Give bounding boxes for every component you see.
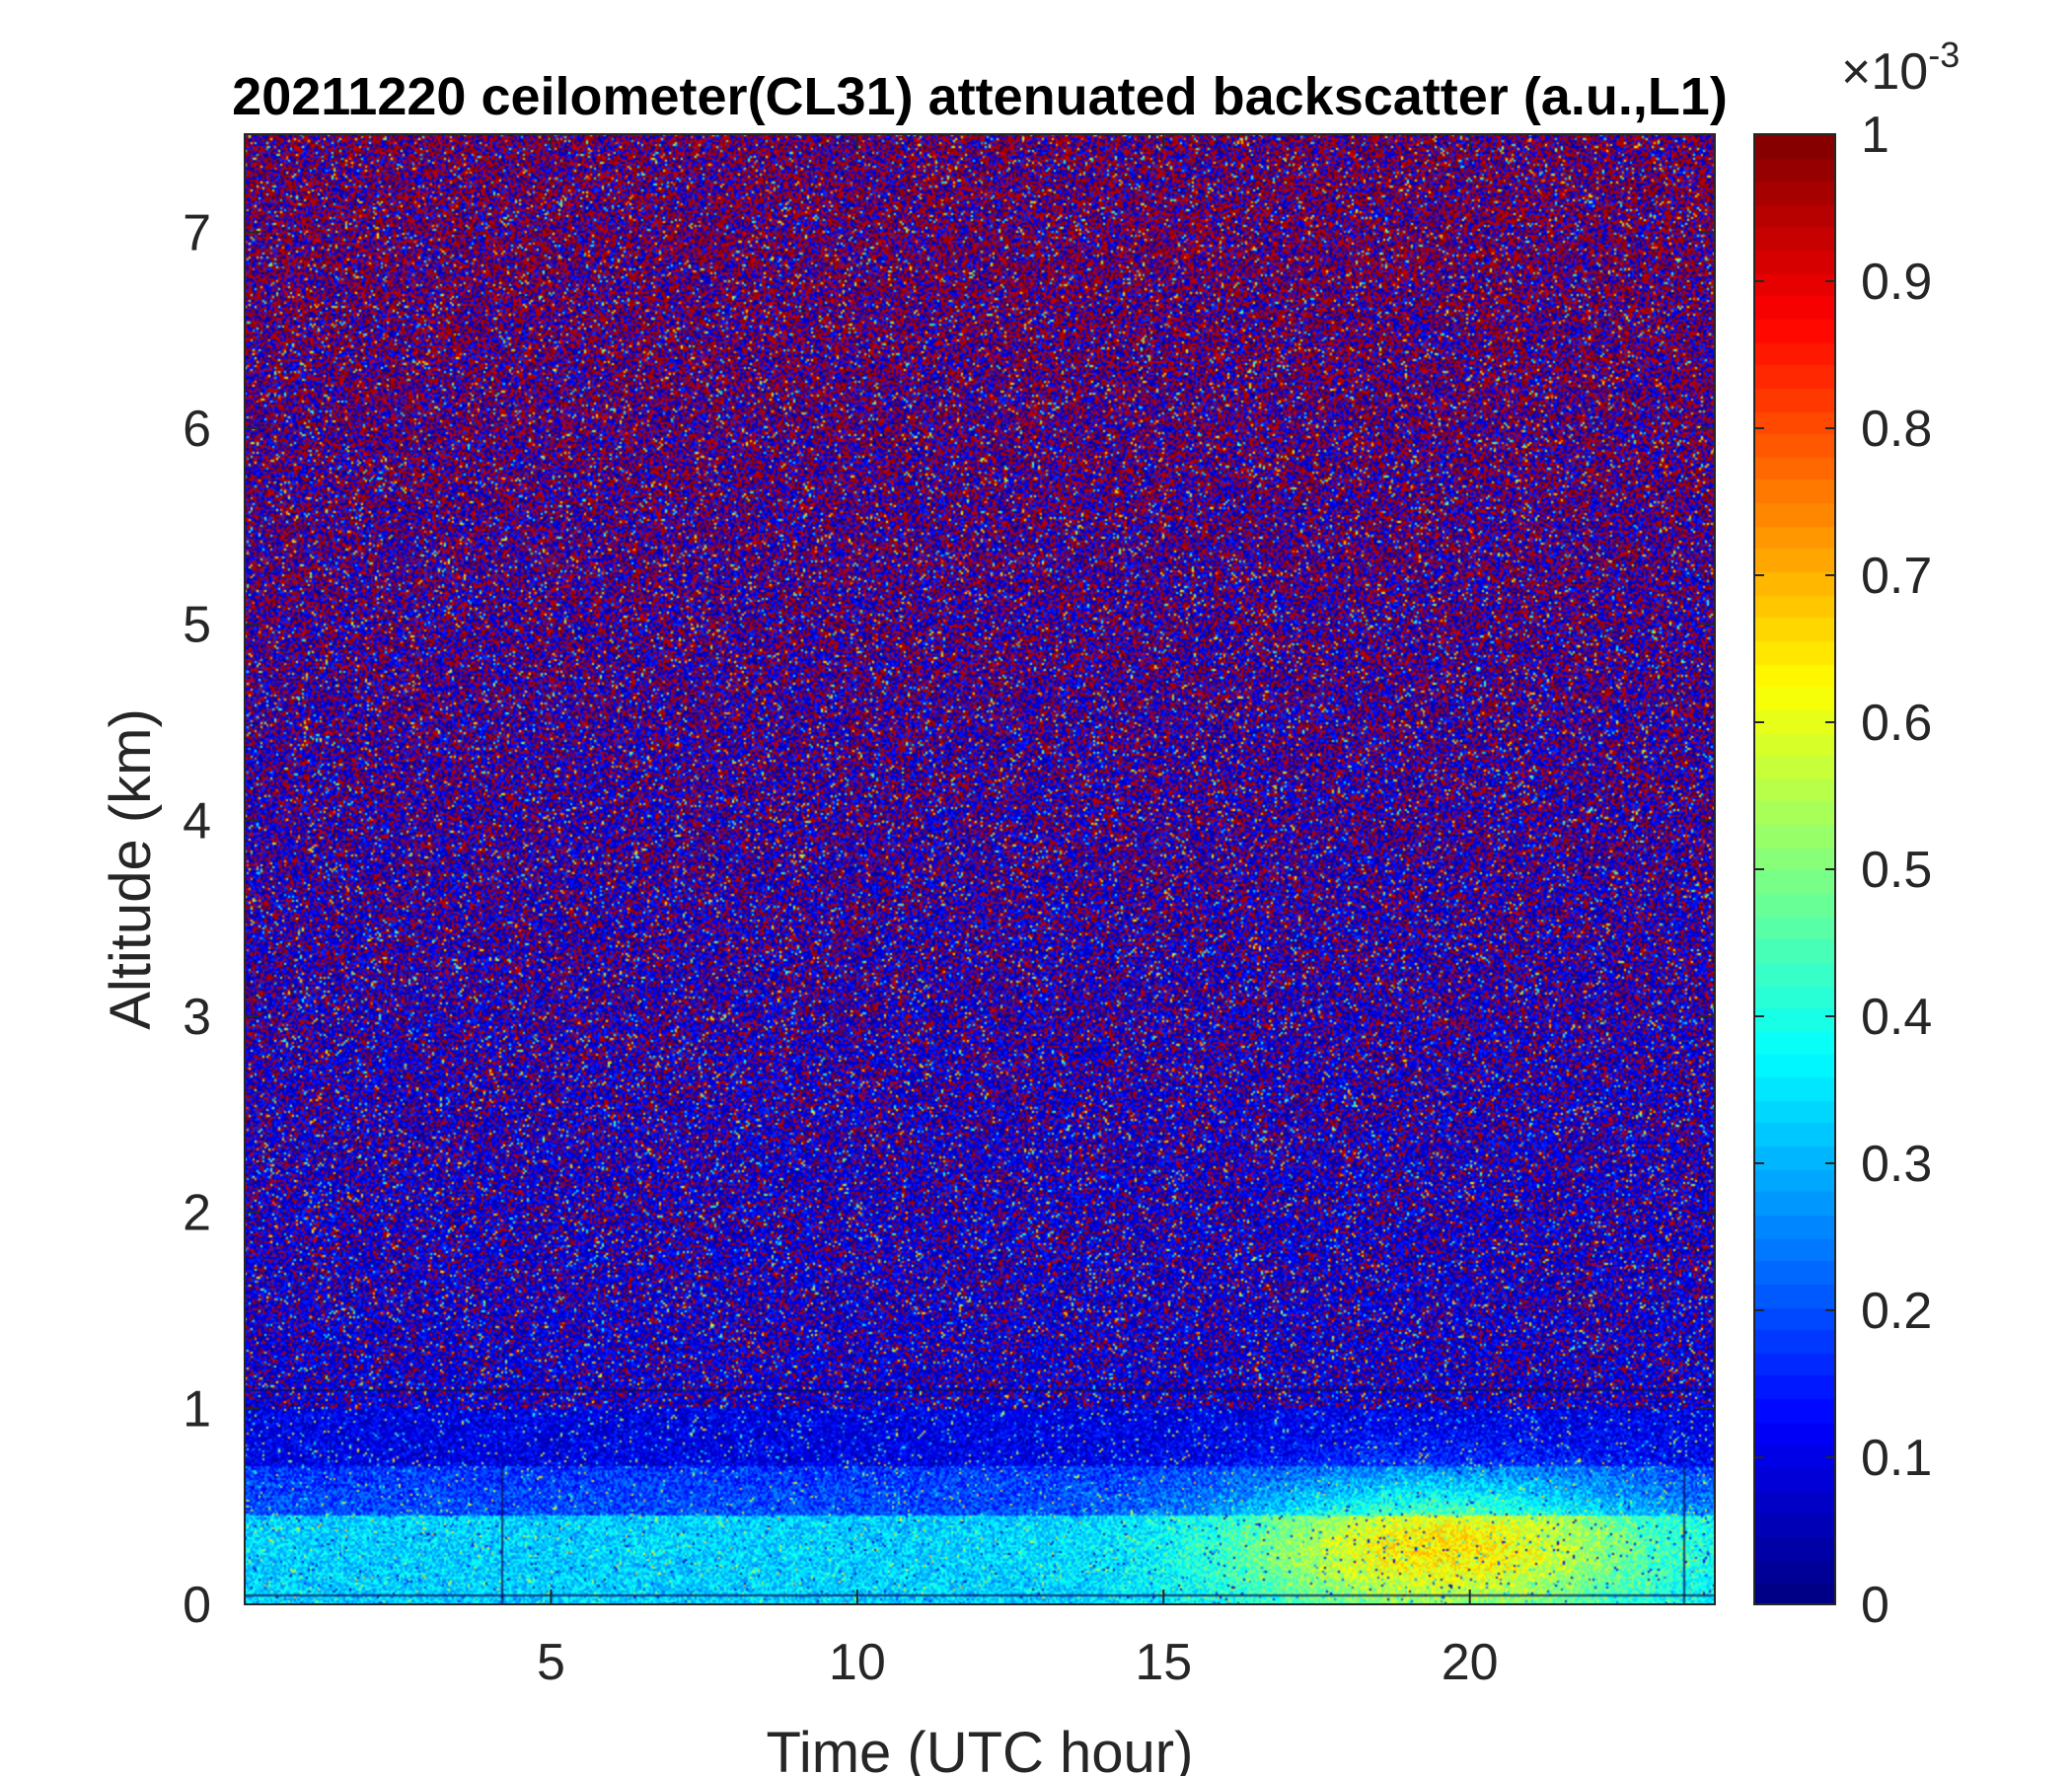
y-axis-label: Altitude (km) — [99, 708, 163, 1030]
colorbar-tick-label: 1 — [1861, 107, 1889, 164]
colorbar-tick-label: 0.5 — [1861, 842, 1932, 899]
colorbar-exponent: ×10-3 — [1841, 35, 1960, 101]
y-tick-label: 7 — [183, 204, 211, 261]
y-axis-ticks: 0 1 2 3 4 5 6 7 — [183, 204, 1715, 1634]
colorbar-tick-label: 0.3 — [1861, 1136, 1932, 1193]
x-tick-label: 5 — [537, 1634, 565, 1691]
x-tick-label: 10 — [829, 1634, 886, 1691]
heatmap-image — [245, 134, 1715, 1604]
colorbar-tick-label: 0.4 — [1861, 989, 1932, 1046]
colorbar-tick-label: 0.2 — [1861, 1283, 1932, 1340]
y-tick-label: 0 — [183, 1577, 211, 1634]
colorbar-tick-label: 0.9 — [1861, 254, 1932, 311]
y-tick-label: 3 — [183, 989, 211, 1046]
colorbar-tick-label: 0.8 — [1861, 401, 1932, 458]
colorbar-exponent-base: ×10 — [1841, 43, 1928, 101]
colorbar-ticks: 0 0.1 0.2 0.3 0.4 0.5 0.6 0.7 0.8 0.9 1 — [1754, 107, 1932, 1634]
colorbar-tick-label: 0.7 — [1861, 548, 1932, 605]
colorbar-exponent-power: -3 — [1928, 35, 1960, 75]
y-tick-label: 1 — [183, 1380, 211, 1438]
y-tick-label: 6 — [183, 401, 211, 458]
colorbar-tick-label: 0 — [1861, 1577, 1889, 1634]
x-tick-label: 15 — [1135, 1634, 1192, 1691]
x-tick-label: 20 — [1442, 1634, 1499, 1691]
y-tick-label: 4 — [183, 792, 211, 850]
colorbar-tick-label: 0.6 — [1861, 695, 1932, 752]
y-tick-label: 2 — [183, 1185, 211, 1242]
x-axis-label: Time (UTC hour) — [767, 1721, 1194, 1776]
x-axis-ticks: 5 10 15 20 — [537, 134, 1499, 1691]
colorbar-image — [1754, 134, 1835, 1604]
plot-frame — [244, 133, 1716, 1605]
colorbar-frame — [1753, 133, 1836, 1605]
colorbar-tick-label: 0.1 — [1861, 1430, 1932, 1487]
y-tick-label: 5 — [183, 597, 211, 654]
chart-title: 20211220 ceilometer(CL31) attenuated bac… — [232, 67, 1728, 126]
